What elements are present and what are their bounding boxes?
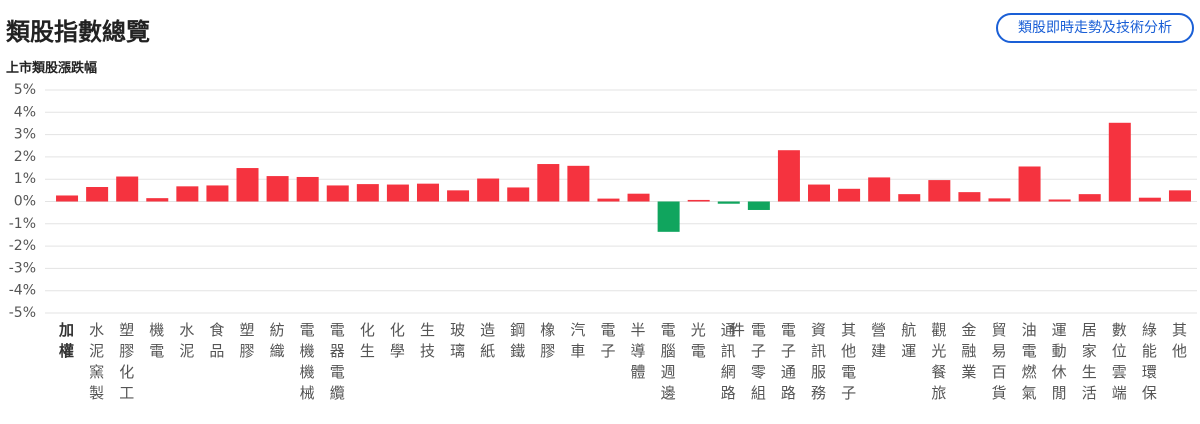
x-tick-label: 機電 [147, 322, 166, 364]
bar [808, 184, 831, 202]
x-tick-label: 塑膠 [237, 322, 256, 364]
y-tick-label: -2% [9, 238, 36, 254]
x-tick-label: 通訊網路 [718, 322, 737, 406]
x-tick-label: 化生 [357, 322, 376, 364]
bar [988, 198, 1011, 202]
x-tick-label: 橡膠 [538, 322, 557, 364]
bar [146, 198, 169, 202]
bar [296, 176, 319, 202]
bar [838, 188, 861, 202]
y-tick-label: 3% [14, 127, 36, 143]
chart-title: 上市類股漲跌幅 [6, 61, 98, 76]
bar [477, 178, 500, 202]
bar [356, 184, 379, 202]
y-tick-label: 4% [14, 104, 36, 120]
x-tick-label: 資訊服務 [809, 322, 827, 406]
bar [687, 199, 710, 202]
y-tick-label: 1% [14, 171, 36, 187]
bar [777, 150, 800, 202]
bar [1168, 190, 1191, 202]
bar [657, 201, 680, 232]
x-tick-label: 玻璃 [448, 322, 467, 364]
bar [958, 192, 981, 202]
bar [206, 185, 229, 202]
bar [386, 184, 409, 202]
x-tick-label: 電子 [598, 322, 617, 364]
x-tick-label: 居家生活 [1079, 322, 1098, 406]
x-tick-label: 油電燃氣 [1019, 322, 1038, 406]
bar [236, 168, 259, 202]
y-tick-label: 5% [14, 82, 36, 98]
y-tick-label: -3% [9, 260, 36, 276]
page-title: 類股指數總覽 [6, 18, 150, 46]
bar [537, 164, 560, 202]
bar [1138, 197, 1161, 202]
y-tick-label: -5% [9, 305, 36, 321]
bar [266, 176, 289, 202]
x-tick-label: 造紙 [478, 322, 497, 364]
x-tick-label: 觀光餐旅 [929, 322, 948, 406]
x-tick-label: 綠能環保 [1139, 322, 1158, 406]
bar [1048, 199, 1071, 202]
x-tick-label: 航運 [899, 322, 918, 364]
x-tick-label: 數位雲端 [1109, 322, 1128, 406]
bar [567, 165, 590, 202]
bar [597, 198, 620, 202]
x-tick-label: 水泥 [177, 322, 196, 364]
bar [447, 190, 470, 202]
x-tick-label: 貿易百貨 [989, 322, 1008, 406]
x-tick-label: 生技 [417, 322, 436, 364]
bar [717, 201, 740, 204]
x-tick-label: 食品 [207, 322, 226, 364]
x-tick-label: 光電 [688, 322, 707, 364]
x-tick-label: 運動休閒 [1049, 322, 1068, 406]
x-tick-label: 化學 [387, 322, 406, 364]
x-tick-label: 半導體 [628, 322, 647, 385]
x-tick-label: 電器電纜 [327, 322, 346, 406]
bar [86, 187, 109, 202]
bar [176, 186, 199, 202]
x-tick-label: 加權 [57, 322, 76, 364]
x-tick-label: 電子零組件 [727, 322, 767, 406]
x-tick-label: 營建 [869, 322, 888, 364]
bar [507, 187, 530, 202]
x-tick-label: 金融業 [959, 322, 978, 385]
analysis-button[interactable]: 類股即時走勢及技術分析 [996, 13, 1194, 43]
x-tick-label: 汽車 [568, 322, 587, 364]
x-tick-label: 水泥窯製 [87, 322, 106, 406]
x-tick-label: 其他 [1169, 322, 1188, 364]
x-tick-label: 紡織 [267, 322, 286, 364]
bar [747, 201, 770, 210]
bar [868, 177, 891, 202]
bar [416, 183, 439, 202]
bar [898, 194, 921, 202]
y-tick-label: -4% [9, 283, 36, 299]
bar [627, 193, 650, 202]
bar [928, 180, 951, 202]
bar [1078, 194, 1101, 202]
x-tick-label: 鋼鐵 [508, 322, 527, 364]
bar [56, 195, 79, 202]
x-tick-label: 其他電子 [839, 322, 858, 406]
x-tick-label: 電機機械 [297, 322, 316, 406]
x-tick-label: 塑膠化工 [117, 322, 136, 406]
bar [326, 185, 349, 202]
x-tick-label: 電子通路 [778, 322, 797, 406]
bar [1108, 122, 1131, 202]
y-tick-label: 2% [14, 149, 36, 165]
y-tick-label: -1% [9, 216, 36, 232]
bar [116, 176, 139, 202]
x-tick-label: 電腦週邊 [658, 322, 677, 406]
bar [1018, 166, 1041, 202]
y-tick-label: 0% [14, 194, 36, 210]
